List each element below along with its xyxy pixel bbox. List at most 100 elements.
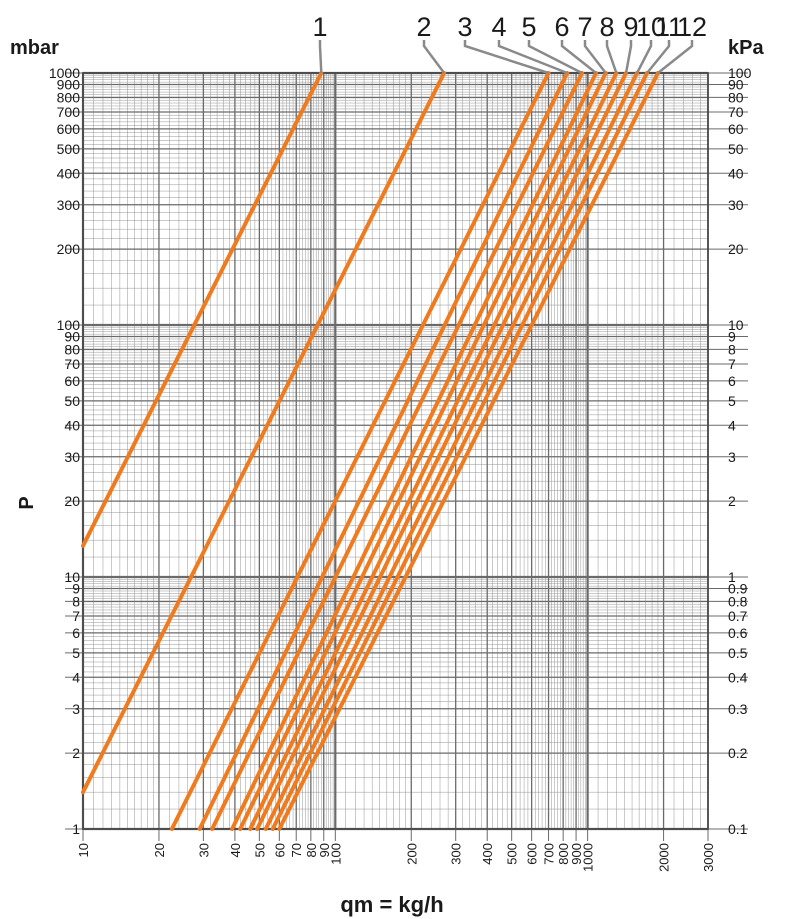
y-tick-label-left: 30 [64, 449, 80, 465]
y-tick-label-right: 2 [728, 493, 736, 509]
y-tick-label-right: 8 [728, 341, 736, 357]
x-tick-label: 100 [328, 843, 343, 865]
leader-line-2 [422, 40, 446, 74]
y-tick-label-right: 1 [728, 569, 736, 585]
series-line-7 [238, 71, 608, 831]
leader-line-6 [560, 40, 597, 74]
y-tick-label-right: 90 [728, 77, 744, 93]
x-tick-label: 1000 [581, 843, 596, 872]
y-tick-label-right: 0.6 [728, 625, 748, 641]
series-line-3 [169, 71, 551, 831]
leader-line-10 [635, 40, 653, 74]
curve-label-6: 6 [554, 12, 569, 42]
curve-label-9: 9 [623, 12, 638, 42]
x-tick-label: 2000 [657, 843, 672, 872]
y-tick-label-right: 70 [728, 104, 744, 120]
x-tick-label: 600 [525, 843, 540, 865]
y-tick-label-right: 4 [728, 417, 736, 433]
x-tick-label: 700 [542, 843, 557, 865]
series-line-5 [210, 71, 584, 831]
curve-label-3: 3 [457, 12, 472, 42]
x-tick-label: 90 [317, 843, 332, 857]
y-tick-label-left: 400 [57, 165, 81, 181]
y-tick-label-right: 0.1 [728, 821, 748, 837]
curve-label-10: 10 [636, 12, 666, 42]
grid [65, 71, 748, 841]
tick-labels: 1 2 3 4 5 6 7 8 91011121234567891020304050607080… [49, 12, 752, 872]
y-tick-label-left: 8 [72, 593, 80, 609]
y-tick-label-left: 6 [72, 625, 80, 641]
x-tick-label: 20 [152, 843, 167, 857]
series-line-6 [230, 71, 599, 831]
y-tick-label-left: 40 [64, 417, 80, 433]
leader-line-3 [463, 40, 549, 75]
y-tick-label-left: 90 [64, 329, 80, 345]
y-tick-label-right: 40 [728, 165, 744, 181]
y-tick-label-right: 7 [728, 356, 736, 372]
y-tick-label-left: 800 [57, 89, 81, 105]
y-tick-label-left: 20 [64, 493, 80, 509]
series-line-9 [255, 71, 629, 831]
leader-line-1 [318, 40, 323, 74]
curve-label-12: 12 [677, 12, 707, 42]
y-tick-label-right: 30 [728, 197, 744, 213]
y-tick-label-right: 0.8 [728, 593, 748, 609]
x-tick-label: 900 [569, 843, 584, 865]
series-line-11 [270, 71, 650, 831]
x-tick-label: 3000 [701, 843, 716, 872]
x-tick-label: 800 [556, 843, 571, 865]
y-tick-label-right: 80 [728, 89, 744, 105]
leader-line-4 [497, 40, 568, 75]
y-tick-label-left: 200 [57, 241, 81, 257]
y-tick-label-left: 50 [64, 393, 80, 409]
y-tick-label-left: 3 [72, 701, 80, 717]
y-tick-label-left: 10 [64, 569, 80, 585]
y-tick-label-right: 9 [728, 329, 736, 345]
y-tick-label-left: 9 [72, 581, 80, 597]
x-tick-label: 10 [76, 843, 91, 857]
x-tick-label: 50 [252, 843, 267, 857]
y-tick-label-right: 50 [728, 141, 744, 157]
curve-label-11: 11 [655, 12, 683, 42]
series-lines [81, 71, 660, 831]
y-tick-label-left: 900 [57, 77, 81, 93]
x-tick-label: 70 [289, 843, 304, 857]
y-tick-label-left: 1 [72, 821, 80, 837]
y-axis-label: P [16, 496, 38, 509]
curve-leader-lines [318, 40, 694, 75]
series-line-8 [248, 71, 619, 831]
leader-line-8 [605, 40, 618, 74]
y-tick-label-right: 20 [728, 241, 744, 257]
leader-line-7 [583, 40, 607, 74]
y-tick-label-left: 4 [72, 669, 80, 685]
curve-label-4: 4 [491, 12, 506, 42]
y-tick-label-left: 5 [72, 645, 80, 661]
y-unit-right: kPa [728, 37, 764, 59]
x-tick-label: 300 [449, 843, 464, 865]
curve-label-1: 1 [312, 12, 327, 42]
y-tick-label-right: 0.2 [728, 745, 748, 761]
y-tick-label-left: 700 [57, 104, 81, 120]
y-tick-label-left: 500 [57, 141, 81, 157]
y-tick-label-right: 0.7 [728, 608, 748, 624]
series-line-12 [277, 71, 660, 831]
y-tick-label-left: 70 [64, 356, 80, 372]
y-tick-label-left: 80 [64, 341, 80, 357]
y-tick-label-left: 600 [57, 121, 81, 137]
y-tick-label-left: 1000 [49, 65, 80, 81]
x-axis-label: qm = kg/h [340, 892, 443, 917]
y-tick-label-right: 60 [728, 121, 744, 137]
series-line-4 [197, 71, 570, 831]
x-tick-label: 500 [505, 843, 520, 865]
y-tick-label-left: 60 [64, 373, 80, 389]
leader-line-9 [624, 40, 633, 74]
y-tick-label-right: 0.4 [728, 669, 748, 685]
y-tick-label-right: 0.5 [728, 645, 748, 661]
y-tick-label-right: 5 [728, 393, 736, 409]
y-tick-label-right: 100 [728, 65, 752, 81]
curve-label-2: 2 [416, 12, 431, 42]
y-tick-label-right: 10 [728, 317, 744, 333]
series-line-2 [81, 71, 447, 795]
y-tick-label-right: 0.9 [728, 581, 748, 597]
